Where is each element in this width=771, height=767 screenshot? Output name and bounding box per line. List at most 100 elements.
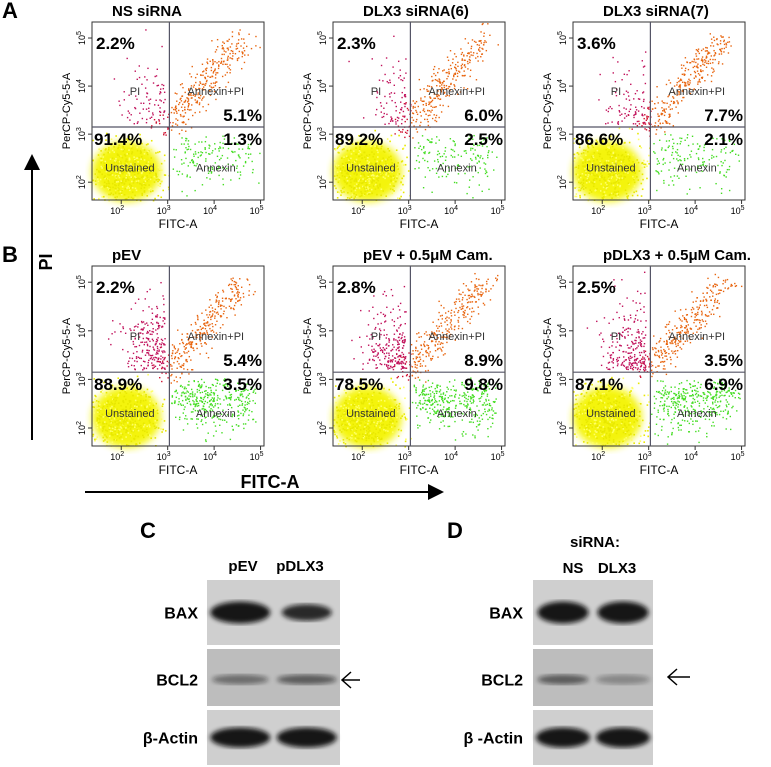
dot — [381, 188, 383, 190]
dot — [608, 176, 610, 178]
dot — [146, 195, 148, 197]
dot — [118, 402, 120, 404]
dot — [396, 178, 398, 180]
dot — [345, 443, 347, 445]
dot — [489, 403, 490, 404]
dot — [594, 181, 596, 183]
dot — [580, 175, 582, 177]
dot — [129, 174, 131, 176]
dot — [212, 150, 213, 151]
dot — [445, 156, 446, 157]
dot — [403, 164, 405, 166]
dot — [438, 68, 439, 69]
dot — [154, 403, 156, 405]
dot — [605, 194, 607, 196]
quadrant-name: Annexin — [196, 408, 236, 420]
dot — [435, 75, 436, 76]
dot — [430, 111, 431, 112]
dot — [370, 177, 372, 179]
dot — [342, 175, 344, 177]
dot — [144, 342, 145, 343]
dot — [144, 405, 146, 407]
dot — [455, 67, 456, 68]
dot — [175, 357, 176, 358]
dot — [181, 143, 182, 144]
dot — [181, 159, 182, 160]
dot — [248, 154, 249, 155]
dot — [154, 119, 155, 120]
dot — [380, 444, 382, 446]
y-tick-label: 103 — [76, 127, 87, 141]
dot — [155, 437, 157, 439]
dot — [117, 433, 119, 435]
dot — [146, 368, 147, 369]
dot — [476, 79, 477, 80]
dot — [334, 397, 336, 399]
tick-base: 10 — [684, 206, 694, 216]
dot — [165, 134, 166, 135]
dot — [164, 160, 166, 162]
dot — [643, 118, 644, 119]
dot — [183, 351, 184, 352]
dot — [135, 188, 137, 190]
dot — [209, 178, 210, 179]
dot — [206, 177, 207, 178]
dot — [432, 80, 433, 81]
dot — [176, 390, 177, 391]
dot — [662, 110, 663, 111]
dot — [657, 113, 658, 114]
dot — [203, 84, 204, 85]
dot — [102, 434, 104, 436]
dot — [240, 395, 241, 396]
dot — [157, 368, 158, 369]
dot — [577, 174, 579, 176]
dot — [381, 424, 383, 426]
dot — [150, 99, 151, 100]
quadrant-name: Annexin+PI — [669, 86, 726, 98]
dot — [230, 288, 231, 289]
dot — [738, 155, 739, 156]
dot — [151, 362, 152, 363]
dot — [223, 399, 224, 400]
dot — [195, 77, 196, 78]
dot — [697, 63, 698, 64]
dot — [415, 121, 416, 122]
dot — [483, 162, 484, 163]
dot — [635, 123, 636, 124]
dot — [204, 391, 205, 392]
dot — [647, 118, 648, 119]
dot — [445, 147, 446, 148]
dot — [468, 53, 469, 54]
dot — [607, 152, 609, 154]
dot — [431, 192, 432, 193]
dot — [389, 80, 390, 81]
dot — [163, 85, 164, 86]
dot — [583, 152, 585, 154]
dot — [249, 410, 250, 411]
dot — [335, 149, 337, 151]
dot — [708, 52, 709, 53]
dot — [144, 187, 146, 189]
dot — [158, 119, 159, 120]
dot — [658, 125, 659, 126]
dot — [694, 59, 695, 60]
dot — [142, 435, 144, 437]
dot — [457, 66, 458, 67]
dot — [655, 108, 656, 109]
dot — [383, 424, 385, 426]
dot — [148, 111, 149, 112]
dot — [373, 405, 375, 407]
dot — [721, 36, 722, 37]
dot — [104, 186, 106, 188]
dot — [182, 110, 183, 111]
dot — [460, 48, 461, 49]
dot — [684, 140, 685, 141]
dot — [140, 425, 142, 427]
dot — [147, 350, 148, 351]
dot — [234, 151, 235, 152]
dot — [467, 61, 468, 62]
dot — [387, 81, 388, 82]
dot — [114, 421, 116, 423]
dot — [443, 69, 444, 70]
dot — [427, 119, 428, 120]
